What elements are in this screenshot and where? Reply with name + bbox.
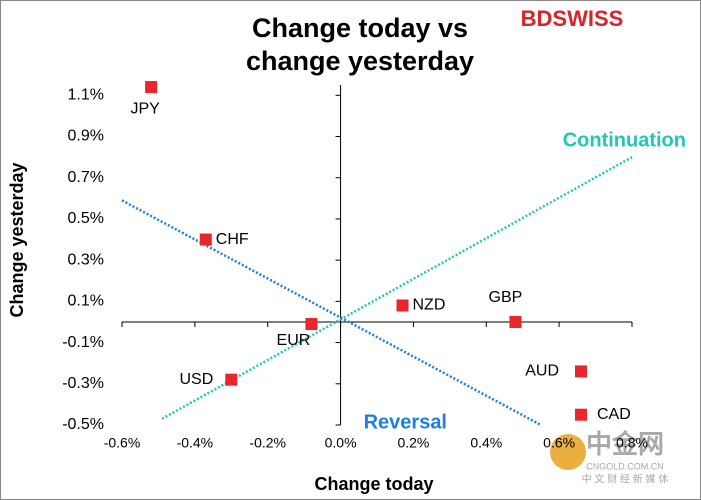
point-label: USD — [180, 371, 214, 388]
y-tick-label: -0.5% — [62, 416, 104, 433]
y-tick-label: 0.1% — [68, 293, 104, 310]
x-tick-label: 0.8% — [616, 435, 648, 451]
x-tick-label: -0.6% — [104, 435, 141, 451]
y-tick-label: -0.1% — [62, 334, 104, 351]
point — [225, 373, 238, 386]
x-tick-label: 0.4% — [470, 435, 502, 451]
point — [145, 81, 158, 94]
point — [199, 233, 212, 246]
x-tick-label: -0.2% — [249, 435, 286, 451]
brand-logo: BDSWISS — [521, 6, 624, 31]
watermark-icon — [550, 434, 586, 470]
watermark-text: CNGOLD.COM.CN — [586, 461, 664, 471]
point-label: CHF — [216, 231, 249, 248]
point-label: NZD — [413, 297, 446, 314]
point-label: EUR — [277, 332, 311, 349]
point-label: JPY — [130, 100, 160, 117]
y-tick-label: 0.5% — [68, 210, 104, 227]
y-axis-label: Change yesterday — [7, 162, 27, 317]
y-tick-label: 0.9% — [68, 128, 104, 145]
point — [509, 315, 522, 328]
guide-label: Continuation — [563, 129, 686, 151]
point-label: AUD — [525, 363, 559, 380]
watermark: 中金网 CNGOLD.COM.CN 中 文 财 经 新 媒 体 — [550, 429, 668, 486]
y-tick-label: 0.7% — [68, 169, 104, 186]
guide-label: Reversal — [364, 411, 447, 433]
x-tick-label: -0.4% — [177, 435, 214, 451]
y-tick-label: 1.1% — [68, 87, 104, 104]
point — [575, 365, 587, 378]
point-label: CAD — [597, 406, 631, 423]
point — [575, 408, 587, 421]
point-label: GBP — [489, 289, 523, 306]
guide-line — [121, 199, 542, 427]
y-tick-label: 0.3% — [68, 251, 104, 268]
point — [305, 318, 318, 331]
x-tick-label: 0.2% — [397, 435, 429, 451]
y-tick-label: -0.3% — [62, 375, 104, 392]
x-axis-label: Change today — [314, 474, 433, 494]
point — [396, 299, 409, 312]
x-tick-label: 0.6% — [543, 435, 575, 451]
guide-line — [161, 156, 633, 420]
watermark-text: 中金网 — [586, 429, 664, 459]
x-tick-label: 0.0% — [325, 435, 357, 451]
chart-title: Change today vs — [252, 13, 468, 43]
watermark-text: 中 文 财 经 新 媒 体 — [582, 473, 669, 486]
chart-title: change yesterday — [246, 46, 474, 76]
